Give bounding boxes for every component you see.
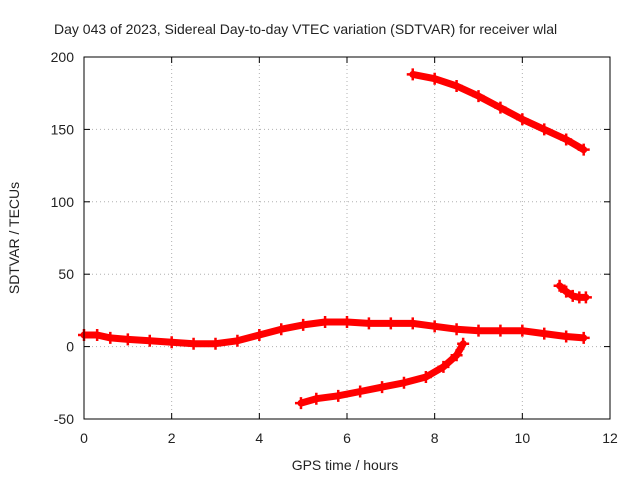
data-point [384,317,397,330]
data-point [560,133,573,146]
data-point [579,291,592,304]
data-point [566,289,579,302]
data-point [354,385,367,398]
data-point [437,360,450,373]
data-point [428,320,441,333]
data-point [341,315,353,328]
data-point [494,324,507,337]
x-tick-label: 10 [515,430,531,446]
data-point [472,90,485,103]
satellite-track-3 [294,337,470,410]
series-track-line [297,340,467,407]
data-point [376,381,389,394]
data-point [104,331,117,344]
chart-title: Day 043 of 2023, Sidereal Day-to-day VTE… [54,21,557,37]
data-point [253,329,266,342]
data-point [91,329,104,342]
x-tick-label: 2 [168,430,176,446]
data-point [450,79,463,92]
satellite-track-4 [553,279,592,304]
data-point [362,317,375,330]
data-point [516,113,529,126]
data-point [297,318,310,331]
data-point [165,336,178,349]
data-point [310,392,323,405]
data-point [450,323,463,336]
y-tick-label: -50 [54,411,74,427]
data-point [121,333,134,346]
data-point [397,376,410,389]
x-axis-ticks: 0 2 4 6 8 10 12 [80,57,618,446]
y-tick-label: 0 [66,339,74,355]
data-series [78,68,592,410]
data-point [538,123,551,136]
y-tick-label: 150 [51,121,75,137]
x-tick-label: 4 [255,430,263,446]
data-point [294,397,307,410]
y-tick-label: 200 [51,49,75,65]
data-point [428,72,441,85]
data-point [275,323,288,336]
data-point [560,330,573,343]
x-tick-label: 0 [80,430,88,446]
data-point [577,143,590,156]
data-point [457,337,470,350]
y-tick-label: 100 [51,194,75,210]
data-point [577,331,590,344]
data-point [319,315,332,328]
y-axis-label: SDTVAR / TECUs [6,182,22,294]
satellite-track-2 [406,68,590,156]
data-point [209,337,222,350]
data-point [231,334,244,347]
satellite-track-1 [78,315,590,350]
grid-lines [84,57,610,419]
x-tick-label: 8 [431,430,439,446]
data-point [516,324,529,337]
data-point [143,334,156,347]
data-point [494,101,507,114]
y-tick-label: 50 [58,266,74,282]
data-point [332,389,345,402]
x-axis-label: GPS time / hours [292,457,399,473]
data-point [538,327,551,340]
data-point [472,324,485,337]
data-point [419,371,432,384]
data-point [187,337,200,350]
x-tick-label: 6 [343,430,351,446]
data-point [553,279,566,292]
y-axis-ticks: -50 0 50 100 150 200 [51,49,610,427]
x-tick-label: 12 [602,430,618,446]
data-point [406,317,419,330]
data-point [560,285,573,298]
data-point [450,349,463,362]
data-point [406,68,419,81]
